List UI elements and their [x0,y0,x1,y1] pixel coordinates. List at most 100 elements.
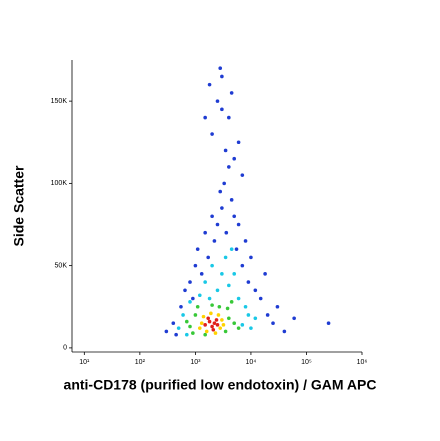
point [243,304,248,309]
point [203,323,207,327]
point [206,255,210,260]
point [222,181,226,186]
point [220,206,224,210]
point [236,222,241,227]
point [183,288,187,293]
y-tick-label: 0 [63,345,67,352]
point [227,316,231,321]
point [217,304,222,309]
point [211,327,216,332]
point [223,255,228,260]
point [229,247,234,251]
x-tick-label: 10⁴ [246,359,257,366]
point [263,272,267,276]
point [207,82,212,87]
point [210,303,214,307]
point [218,66,223,71]
point [218,326,223,330]
point [215,99,220,103]
point [221,323,226,327]
x-tick-label: 10² [135,359,146,366]
point [195,247,200,251]
point [204,329,209,334]
point [292,316,296,321]
point [265,313,270,317]
point [227,115,231,120]
x-axis-label: anti-CD178 (purified low endotoxin) / GA… [64,377,377,393]
point [258,296,263,301]
point [191,331,195,335]
point [246,313,251,317]
point [176,326,181,330]
point [240,263,245,268]
x-tick-label: 10³ [190,359,201,366]
point [220,272,224,276]
point [220,107,224,112]
point [236,296,241,301]
point [213,331,218,335]
point [174,332,178,337]
point [210,263,214,268]
point [181,313,185,317]
point [253,316,258,321]
point [232,321,237,326]
point [232,156,237,161]
point [210,132,214,136]
point [220,318,224,322]
point [225,306,230,311]
point [212,239,217,243]
point [271,321,275,326]
point [236,140,241,145]
point [203,230,207,235]
point [210,214,214,219]
point [184,319,189,324]
point [206,316,210,321]
point [218,189,223,194]
point [243,239,248,243]
point [201,314,206,319]
point [212,321,217,326]
point [203,332,207,337]
point [224,230,229,235]
point [188,324,192,329]
point [210,324,214,329]
point [171,321,176,326]
point [326,321,331,326]
point [223,148,228,153]
point [195,304,200,309]
point [214,318,219,322]
point [234,247,239,251]
point [232,214,237,219]
point [215,288,220,293]
point [253,288,258,293]
point [240,323,245,327]
point [207,296,212,301]
point [193,313,198,317]
y-tick-label: 50K [55,262,68,269]
point [188,280,192,284]
point [207,319,212,324]
point [227,165,231,169]
point [188,300,192,304]
point [227,283,231,288]
point [193,263,198,268]
point [249,326,253,330]
point [197,326,202,330]
x-tick-label: 10⁵ [301,359,312,366]
point [232,272,237,276]
point [220,74,224,79]
point [229,198,234,202]
point [199,272,204,276]
point [199,321,204,326]
point [229,300,234,304]
point [203,280,207,284]
point [215,222,220,227]
x-tick-label: 10¹ [79,359,90,366]
point [223,329,228,334]
y-axis-label: Side Scatter [11,165,27,246]
point [164,329,169,334]
point [197,293,202,298]
point [249,255,253,260]
y-tick-label: 150K [51,98,68,105]
